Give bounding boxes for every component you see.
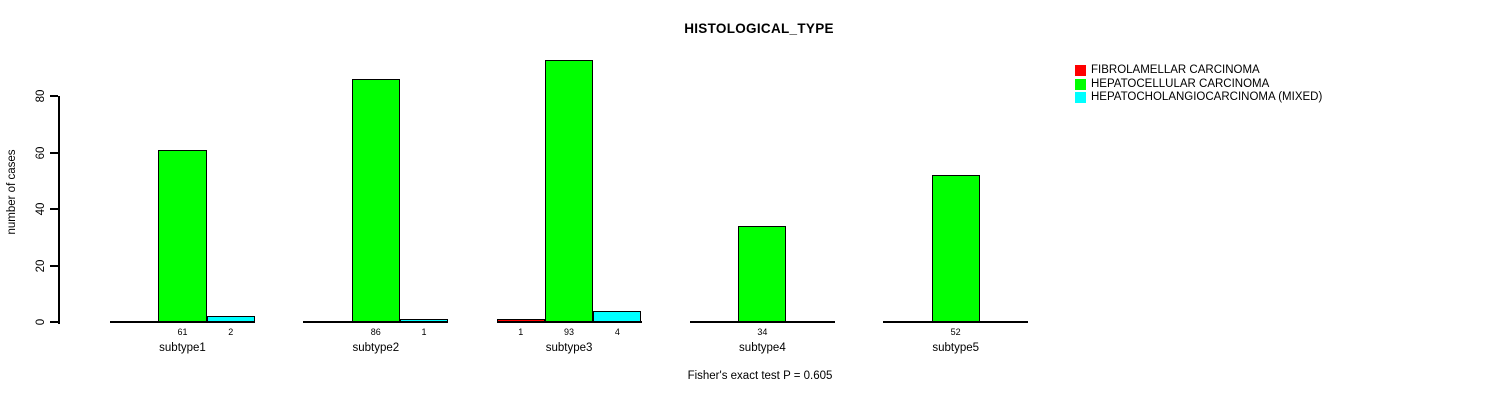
fisher-test-annotation: Fisher's exact test P = 0.605 [687, 370, 833, 382]
bar-hepatocellular-carcinoma-subtype5 [931, 175, 980, 322]
legend-item-fibrolamellar: FIBROLAMELLAR CARCINOMA [1075, 64, 1322, 77]
bar-hepatocellular-carcinoma-subtype1 [158, 149, 207, 322]
legend-label: HEPATOCELLULAR CARCINOMA [1091, 77, 1270, 90]
y-axis-tick [50, 95, 58, 98]
bar-value-label: 2 [228, 327, 234, 337]
legend-swatch-cyan [1075, 92, 1086, 104]
bar-value-label: 61 [177, 327, 188, 337]
bar-value-label: 34 [757, 327, 768, 337]
legend: FIBROLAMELLAR CARCINOMA HEPATOCELLULAR C… [1075, 64, 1323, 106]
bar-value-label: 4 [614, 327, 620, 337]
y-axis-tick [50, 321, 58, 323]
bar-value-label: 86 [370, 327, 381, 337]
x-category-label-subtype2: subtype2 [352, 342, 400, 354]
x-baseline-subtype2 [303, 321, 449, 323]
bar-value-label: 1 [518, 327, 524, 337]
x-baseline-subtype1 [110, 321, 255, 323]
x-category-label-subtype5: subtype5 [932, 342, 980, 354]
x-category-label-subtype1: subtype1 [159, 342, 206, 354]
legend-label: FIBROLAMELLAR CARCINOMA [1091, 64, 1260, 76]
y-axis-tick [50, 264, 58, 267]
y-axis-tick-label: 60 [35, 146, 47, 160]
bar-value-label: 93 [564, 327, 575, 337]
x-category-label-subtype3: subtype3 [545, 342, 593, 354]
legend-item-hepatocellular: HEPATOCELLULAR CARCINOMA [1075, 77, 1322, 91]
y-axis-tick-label: 0 [35, 318, 47, 326]
bar-hepatocellular-carcinoma-subtype2 [351, 79, 400, 322]
y-axis-tick-label: 20 [35, 259, 47, 272]
bar-hepatocellular-carcinoma-subtype3 [544, 59, 594, 322]
bar-hepatocholangiocarcinoma-mixed-subtype3 [593, 310, 642, 322]
bar-hepatocholangiocarcinoma-mixed-subtype1 [206, 316, 255, 322]
bar-hepatocellular-carcinoma-subtype4 [738, 226, 787, 322]
chart-title: HISTOLOGICAL_TYPE [684, 21, 834, 36]
legend-swatch-green [1075, 78, 1086, 90]
y-axis-tick-label: 40 [35, 202, 47, 216]
y-axis-line [58, 96, 60, 324]
y-axis-tick [50, 151, 58, 154]
x-category-label-subtype4: subtype4 [739, 342, 786, 354]
bar-value-label: 52 [950, 327, 961, 337]
x-baseline-subtype4 [689, 321, 835, 323]
bar-hepatocholangiocarcinoma-mixed-subtype2 [399, 319, 449, 322]
y-axis-label: number of cases [6, 149, 18, 235]
legend-item-mixed: HEPATOCHOLANGIOCARCINOMA (MIXED) [1075, 91, 1323, 104]
legend-swatch-red [1075, 65, 1086, 77]
y-axis-tick-label: 80 [35, 89, 47, 103]
bar-fibrolamellar-carcinoma-subtype3 [496, 319, 545, 322]
y-axis-tick [50, 208, 58, 211]
bar-value-label: 1 [421, 327, 427, 337]
legend-label: HEPATOCHOLANGIOCARCINOMA (MIXED) [1091, 91, 1323, 103]
x-baseline-subtype3 [496, 321, 642, 323]
x-baseline-subtype5 [883, 321, 1029, 323]
